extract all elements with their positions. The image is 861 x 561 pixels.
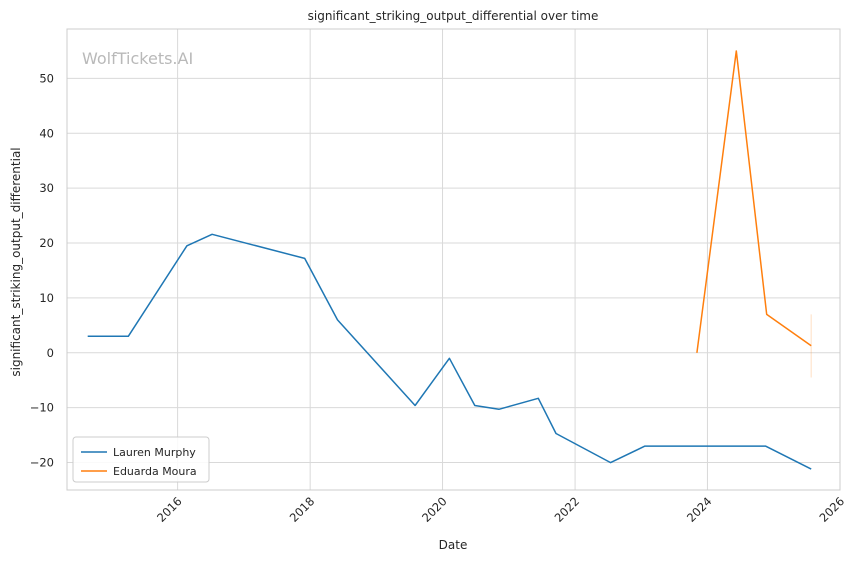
y-tick-label: 30: [39, 181, 54, 195]
x-tick-label: 2016: [154, 494, 185, 525]
series-line-1: [696, 50, 812, 353]
x-tick-labels: 2016 2018 2020 2022 2024 2026: [154, 494, 847, 525]
x-axis-title: Date: [439, 538, 468, 552]
y-tick-label: −10: [30, 401, 54, 415]
y-tick-label: 0: [47, 346, 54, 360]
legend-entry: Eduarda Moura: [113, 465, 197, 478]
x-tick-label: 2024: [684, 494, 715, 525]
y-tick-labels: −20 −10 0 10 20 30 40 50: [30, 71, 54, 469]
plot-area: [67, 29, 840, 490]
x-tick-label: 2022: [552, 494, 583, 525]
y-tick-label: 10: [39, 291, 54, 305]
y-tick-label: −20: [30, 456, 54, 470]
y-axis-title: significant_striking_output_differential: [9, 147, 23, 376]
series-lines: [87, 50, 812, 470]
plot-border: [66, 28, 841, 491]
x-tick-label: 2020: [419, 494, 450, 525]
chart-title: significant_striking_output_differential…: [308, 9, 599, 23]
watermark: WolfTickets.AI: [82, 49, 193, 68]
legend-entry: Lauren Murphy: [113, 446, 196, 459]
y-tick-label: 40: [39, 126, 54, 140]
x-tick-label: 2026: [817, 494, 848, 525]
y-tick-label: 50: [39, 71, 54, 85]
x-tick-label: 2018: [287, 494, 318, 525]
y-tick-label: 20: [39, 236, 54, 250]
legend: Lauren Murphy Eduarda Moura: [72, 436, 210, 483]
series-line-0: [87, 233, 812, 470]
